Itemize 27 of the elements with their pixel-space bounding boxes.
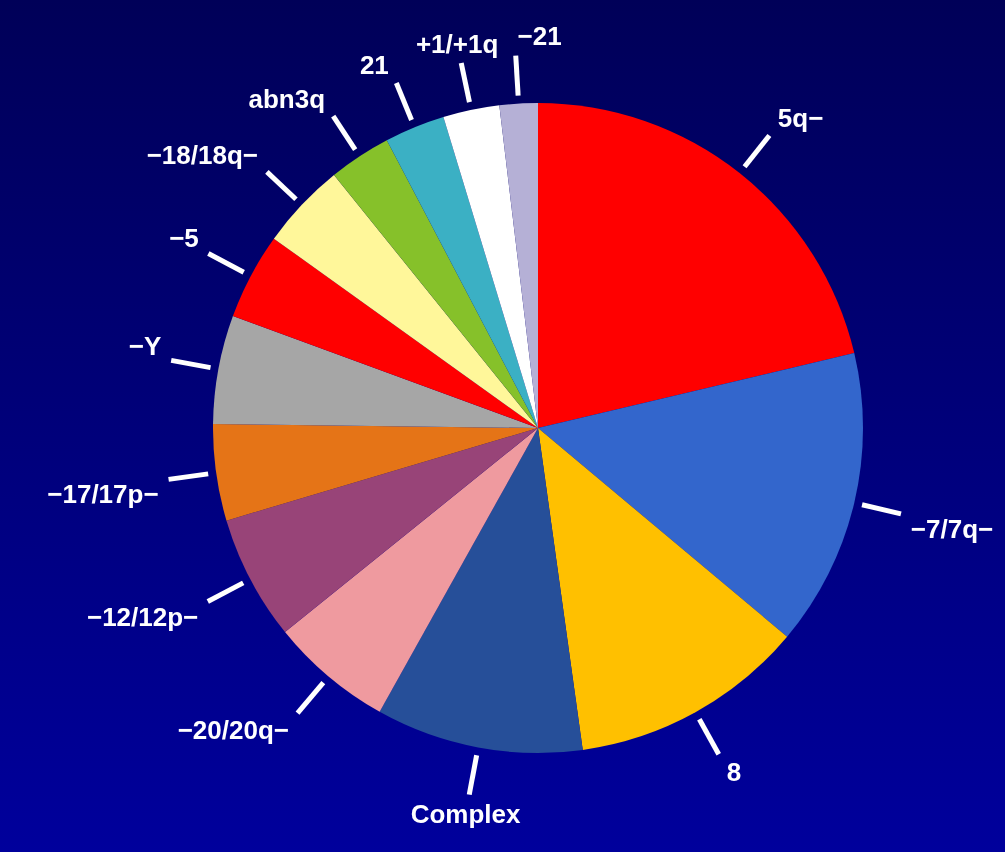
slice-label: −5 xyxy=(169,222,199,253)
pie-slice xyxy=(285,428,538,712)
slice-label: Complex xyxy=(410,799,522,830)
slice-label: −17/17p− xyxy=(47,479,159,510)
slice-label: −12/12p− xyxy=(86,602,199,633)
slice-label: −Y xyxy=(128,330,162,361)
pie-slice xyxy=(538,353,863,637)
pie-slice xyxy=(538,428,788,750)
slice-label: −20/20q− xyxy=(177,715,289,746)
pie-slice xyxy=(538,103,855,428)
pie-slice xyxy=(213,315,538,428)
slice-label: −7/7q− xyxy=(910,513,994,544)
slice-label: 8 xyxy=(726,756,742,787)
slice-label: 5q− xyxy=(777,103,824,134)
pie-slice xyxy=(232,238,538,428)
pie-slice xyxy=(334,140,538,428)
pie-slice xyxy=(273,175,538,428)
pie-slice xyxy=(213,423,538,521)
slice-label: −18/18q− xyxy=(146,140,258,171)
pie-slice xyxy=(443,105,538,428)
pie-slice xyxy=(386,117,538,428)
pie-slice xyxy=(226,428,538,632)
slice-label: +1/+1q xyxy=(415,28,499,59)
slice-label: −21 xyxy=(517,20,562,51)
pie-slice xyxy=(379,428,583,753)
slice-label: 21 xyxy=(359,50,389,81)
slice-label: abn3q xyxy=(248,84,326,114)
